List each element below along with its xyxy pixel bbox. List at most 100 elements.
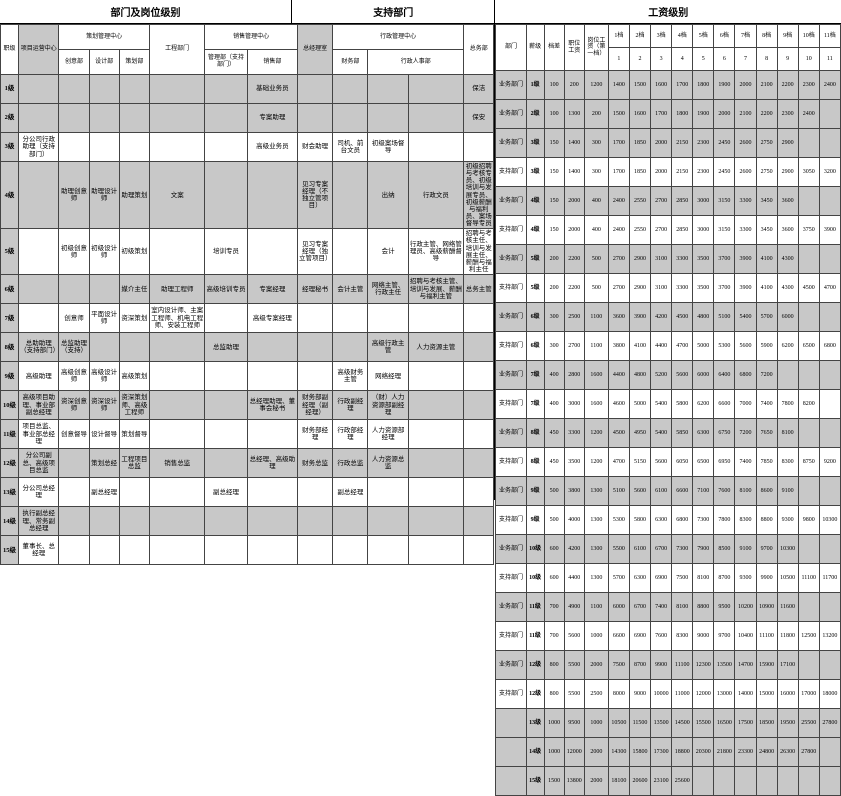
value-cell: 6600 bbox=[672, 477, 693, 506]
left-cell bbox=[119, 104, 149, 133]
value-cell: 1500 bbox=[629, 71, 650, 100]
value-cell bbox=[819, 100, 840, 129]
value-cell: 4100 bbox=[756, 245, 777, 274]
value-cell: 9700 bbox=[714, 622, 735, 651]
value-cell: 450 bbox=[544, 419, 564, 448]
value-cell: 4600 bbox=[608, 390, 629, 419]
level-cell: 14级 bbox=[526, 738, 544, 767]
value-cell: 1400 bbox=[564, 158, 584, 187]
left-cell: 人力资源部经理 bbox=[368, 420, 408, 449]
left-row-3: 3级分公司行政助理（支持部门）高级业务员财会助理司机、前台文员初级案场督导 bbox=[1, 133, 494, 162]
value-cell: 2000 bbox=[564, 187, 584, 216]
level-cell: 7级 bbox=[526, 361, 544, 390]
dept-cell: 业务部门 bbox=[496, 593, 526, 622]
value-cell: 23300 bbox=[735, 738, 756, 767]
value-cell: 1500 bbox=[608, 100, 629, 129]
left-cell bbox=[368, 104, 408, 133]
value-cell bbox=[756, 767, 777, 796]
value-cell: 6000 bbox=[693, 361, 714, 390]
left-cell: 财务部副经理（副经理） bbox=[298, 391, 333, 420]
left-cell bbox=[59, 75, 89, 104]
salary-table: 部门 薪级 档差 职位工资 岗位工资（第一档） 1档2档3档4档5档6档7档8档… bbox=[495, 24, 841, 796]
salary-row: 支持部门11级700560010006600690076008300900097… bbox=[496, 622, 841, 651]
value-cell: 7850 bbox=[756, 448, 777, 477]
value-cell: 4500 bbox=[608, 419, 629, 448]
value-cell: 18100 bbox=[608, 767, 629, 796]
value-cell: 3150 bbox=[714, 187, 735, 216]
value-cell: 7800 bbox=[714, 506, 735, 535]
dept-cell: 业务部门 bbox=[496, 361, 526, 390]
left-cell: 高级培训专员 bbox=[205, 275, 247, 304]
left-row-14: 14级执行副总经理、常务副总经理 bbox=[1, 507, 494, 536]
dept-cell: 支持部门 bbox=[496, 274, 526, 303]
value-cell: 1400 bbox=[608, 71, 629, 100]
left-cell bbox=[89, 275, 119, 304]
left-cell: 策划总经 bbox=[89, 449, 119, 478]
left-cell bbox=[408, 507, 463, 536]
left-cell: 文案 bbox=[150, 162, 205, 229]
value-cell: 17500 bbox=[735, 709, 756, 738]
value-cell: 9100 bbox=[777, 477, 798, 506]
value-cell: 12300 bbox=[693, 651, 714, 680]
value-cell: 17000 bbox=[798, 680, 819, 709]
left-cell: 总经理、高级助理 bbox=[247, 449, 297, 478]
value-cell: 4500 bbox=[672, 303, 693, 332]
left-cell bbox=[205, 507, 247, 536]
left-cell: 见习专案经理（独立管项目） bbox=[298, 229, 333, 275]
left-cell bbox=[464, 333, 494, 362]
value-cell: 18500 bbox=[756, 709, 777, 738]
value-cell: 7300 bbox=[672, 535, 693, 564]
value-cell: 3300 bbox=[672, 274, 693, 303]
value-cell: 2100 bbox=[756, 71, 777, 100]
left-title-row: 部门及岗位级别 支持部门 bbox=[0, 0, 494, 24]
left-cell bbox=[298, 75, 333, 104]
value-cell: 500 bbox=[584, 245, 608, 274]
left-cell: 财会助理 bbox=[298, 133, 333, 162]
value-cell bbox=[798, 361, 819, 390]
left-cell bbox=[150, 229, 205, 275]
value-cell: 14500 bbox=[672, 709, 693, 738]
left-cell: 分公司副总、高级项目总监 bbox=[19, 449, 59, 478]
value-cell bbox=[798, 535, 819, 564]
grade-label: 1级 bbox=[1, 75, 19, 104]
value-cell: 13200 bbox=[819, 622, 840, 651]
left-cell bbox=[408, 420, 463, 449]
salary-row: 支持部门12级800550025008000900010000110001200… bbox=[496, 680, 841, 709]
value-cell: 6800 bbox=[735, 361, 756, 390]
left-cell bbox=[464, 478, 494, 507]
left-cell bbox=[298, 536, 333, 565]
dept-cell: 业务部门 bbox=[496, 419, 526, 448]
left-cell: 总务主管 bbox=[464, 275, 494, 304]
value-cell: 5100 bbox=[714, 303, 735, 332]
value-cell: 4200 bbox=[564, 535, 584, 564]
value-cell: 1700 bbox=[651, 100, 672, 129]
value-cell: 2400 bbox=[798, 100, 819, 129]
value-cell: 8800 bbox=[756, 506, 777, 535]
value-cell: 3200 bbox=[819, 158, 840, 187]
left-cell: 设计督导 bbox=[89, 420, 119, 449]
level-cell: 4级 bbox=[526, 216, 544, 245]
value-cell: 7600 bbox=[714, 477, 735, 506]
left-cell bbox=[464, 536, 494, 565]
value-cell: 10200 bbox=[735, 593, 756, 622]
left-cell bbox=[205, 104, 247, 133]
value-cell: 2600 bbox=[735, 158, 756, 187]
value-cell: 3900 bbox=[735, 245, 756, 274]
level-cell: 12级 bbox=[526, 680, 544, 709]
value-cell: 6950 bbox=[714, 448, 735, 477]
left-cell bbox=[298, 104, 333, 133]
value-cell: 4700 bbox=[608, 448, 629, 477]
salary-row: 支持部门6级3002700110038004100440047005000530… bbox=[496, 332, 841, 361]
value-cell: 8750 bbox=[798, 448, 819, 477]
left-cell bbox=[19, 229, 59, 275]
value-cell: 1100 bbox=[584, 332, 608, 361]
value-cell: 2200 bbox=[564, 274, 584, 303]
value-cell: 3900 bbox=[735, 274, 756, 303]
value-cell: 7500 bbox=[608, 651, 629, 680]
value-cell: 2500 bbox=[564, 303, 584, 332]
grade-label: 2级 bbox=[1, 104, 19, 133]
left-cell bbox=[150, 478, 205, 507]
dept-cell: 业务部门 bbox=[496, 100, 526, 129]
left-cell bbox=[333, 75, 368, 104]
left-row-11: 11级项目总监、事业部总经理创意督导设计督导策划督导财务部经理行政部经理人力资源… bbox=[1, 420, 494, 449]
